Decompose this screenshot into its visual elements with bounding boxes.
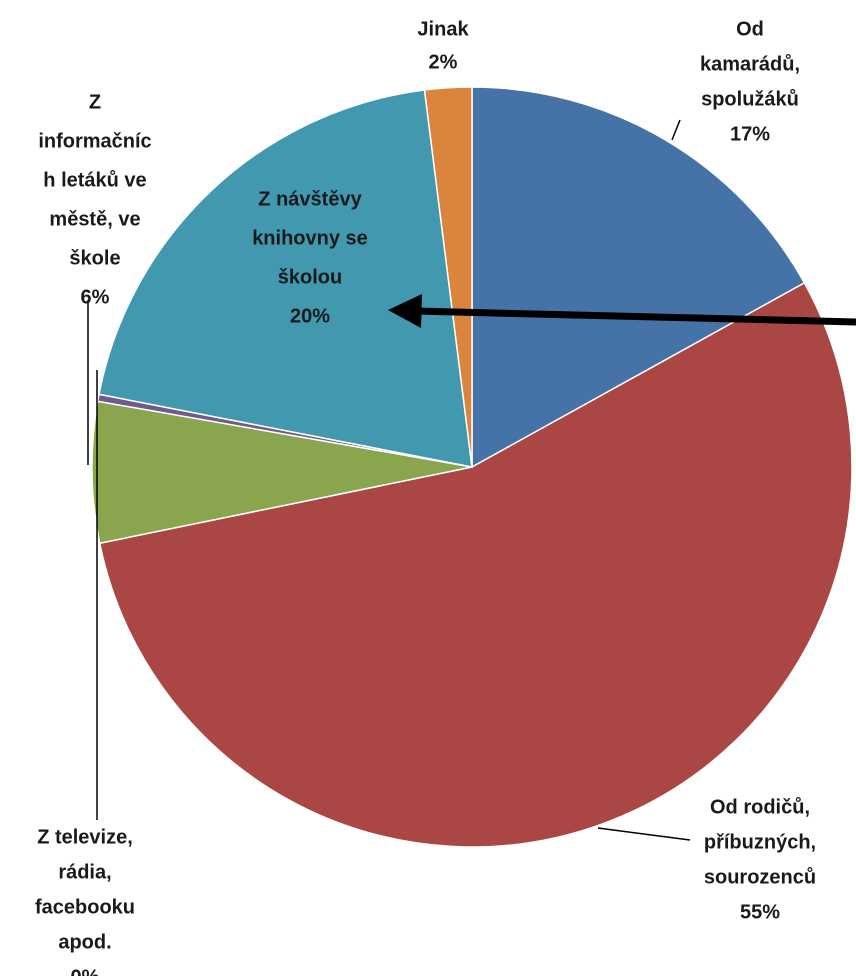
leader-lines	[87, 119, 691, 841]
data-label: Jinak 2%	[417, 18, 469, 73]
label-line: příbuzných,	[704, 831, 816, 853]
label-line: Z televize,	[37, 826, 133, 848]
label-line: spolužáků	[701, 88, 799, 110]
label-line: Od rodičů,	[710, 796, 810, 818]
value-label: 17%	[730, 123, 770, 145]
value-label: 0%	[71, 966, 100, 976]
label-line: školou	[278, 266, 342, 288]
label-line: rádia,	[58, 861, 111, 883]
label-line: Od	[736, 18, 764, 40]
pie-slice	[98, 89, 473, 468]
data-label: Z televize, rádia, facebooku apod. 0%	[35, 826, 135, 976]
arrow-head	[388, 294, 422, 328]
label-line: Z	[89, 91, 101, 113]
label-line: informačníc	[38, 130, 151, 152]
pie-slice	[98, 281, 853, 848]
pie	[91, 86, 853, 848]
label-line: kamarádů,	[700, 53, 800, 75]
arrow-shaft	[414, 307, 856, 326]
label-line: facebooku	[35, 896, 135, 918]
labels: Od kamarádů, spolužáků 17% Od rodičů, příbuzn…	[35, 18, 816, 976]
label-line: apod.	[58, 931, 111, 953]
data-label: Od rodičů, příbuzných, sourozenců 55%	[704, 796, 816, 923]
label-line: městě, ve	[49, 208, 140, 230]
label-line: Jinak	[417, 18, 469, 40]
data-label: Od kamarádů, spolužáků 17%	[700, 18, 800, 145]
value-label: 2%	[429, 51, 458, 73]
value-label: 55%	[740, 901, 780, 923]
arrow	[388, 294, 856, 328]
label-line: h letáků ve	[43, 169, 146, 191]
pie-slice	[423, 86, 473, 468]
leader-line	[671, 119, 681, 141]
data-label: Z návštěvy knihovny se školou 20%	[252, 188, 368, 327]
value-label: 6%	[81, 286, 110, 308]
label-line: Z návštěvy	[258, 188, 362, 210]
label-line: škole	[69, 247, 120, 269]
value-label: 20%	[290, 305, 330, 327]
leader-line	[597, 827, 691, 841]
label-line: knihovny se	[252, 227, 368, 249]
label-line: sourozenců	[704, 866, 816, 888]
pie-slice	[471, 86, 806, 469]
